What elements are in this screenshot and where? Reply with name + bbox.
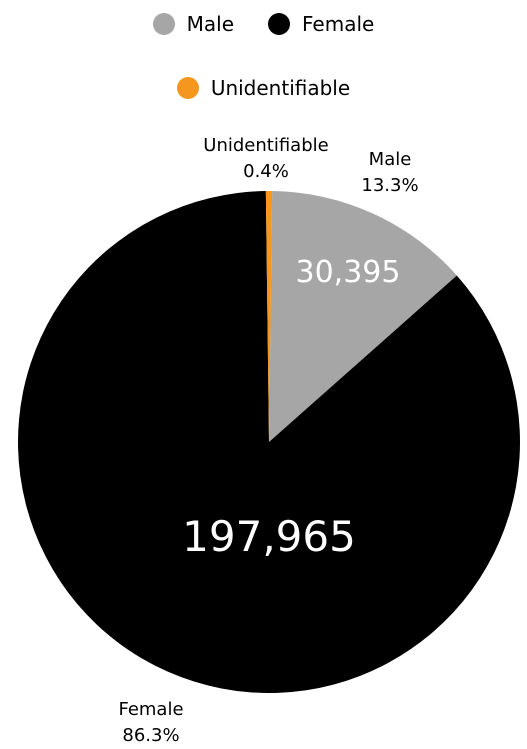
- outer-pct-male: 13.3%: [361, 175, 418, 196]
- outer-pct-female: 86.3%: [122, 725, 179, 746]
- outer-label-unidentifiable: Unidentifiable: [203, 135, 328, 156]
- inner-value-female: 197,965: [182, 512, 356, 561]
- inner-value-male: 30,395: [296, 255, 401, 290]
- outer-label-female: Female: [118, 699, 183, 720]
- pie-slices: [18, 191, 520, 693]
- outer-label-male: Male: [369, 149, 412, 170]
- outer-pct-unidentifiable: 0.4%: [243, 161, 289, 182]
